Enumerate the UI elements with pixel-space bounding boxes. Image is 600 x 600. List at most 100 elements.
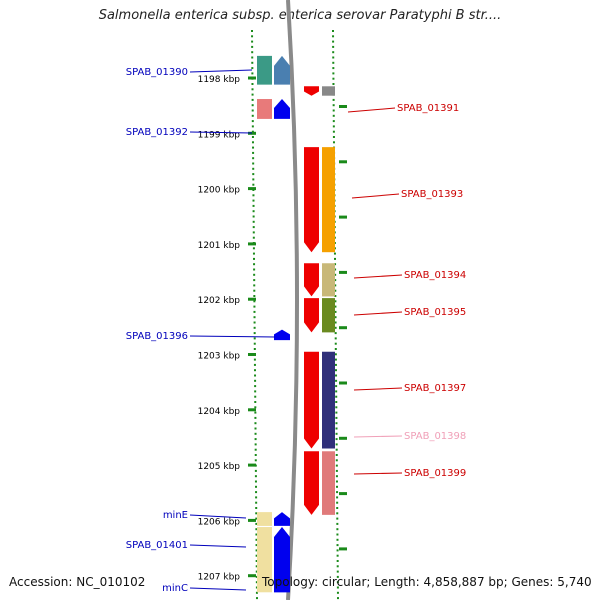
track-dot [254,401,257,403]
track-dot [332,72,335,75]
track-dot [255,528,258,531]
track-dot [255,538,258,541]
track-dot [335,438,338,441]
track-dot [255,575,258,578]
track-dot [255,544,258,547]
track-dot [255,560,258,562]
major-tick-right [339,270,347,274]
track-dot [253,316,256,319]
track-dot [251,83,254,85]
major-tick-left [248,187,256,191]
track-dot [251,93,254,96]
track-dot [255,597,258,600]
track-dot [334,316,337,319]
track-dot [336,565,339,568]
leader-line-SPAB_01390 [189,69,253,73]
leader-line-SPAB_01394 [353,274,403,279]
track-dot [336,501,339,504]
track-dot [332,67,335,70]
track-dot [253,289,256,292]
track-dot [255,517,258,520]
track-dot [253,310,256,313]
track-dot [334,348,337,350]
track-dot [253,279,256,282]
track-dot [255,586,258,589]
track-dot [334,257,337,260]
track-dot [255,565,258,568]
track-dot [335,475,338,478]
track-dot [252,210,255,213]
track-dot [254,416,257,419]
track-dot [255,554,258,557]
track-dot [251,125,254,128]
kbp-tick-label: 1199 kbp [198,130,241,140]
track-dot [334,300,337,303]
map-title: Salmonella enterica subsp. enterica sero… [98,8,502,23]
track-dot [336,533,339,536]
track-dot [335,416,338,419]
track-dot [253,300,256,303]
track-dot [334,326,337,329]
track-dot [251,40,254,43]
track-dot [334,353,337,356]
gene-label-SPAB_01396: SPAB_01396 [126,331,188,342]
cog-bar-SPAB_01392 [257,99,272,119]
major-tick-left [248,518,256,522]
gene-label-SPAB_01391: SPAB_01391 [397,103,459,114]
track-dot [253,321,256,324]
track-dot [251,104,254,107]
track-dot [253,348,256,350]
track-dot [336,517,339,520]
gene-label-SPAB_01394: SPAB_01394 [404,270,466,281]
gene-arrow-minE [274,512,290,526]
track-dot [253,363,256,366]
kbp-tick-label: 1207 kbp [198,573,241,583]
track-dot [336,586,339,589]
major-tick-right [339,492,347,496]
cog-bar-SPAB_01393 [322,147,335,253]
track-dot [334,289,337,292]
track-dot [252,247,255,250]
track-dot [335,469,338,472]
track-dot [334,305,337,308]
gene-arrow-SPAB_01397 [304,351,319,449]
gene-arrow-SPAB_01393 [304,147,319,253]
track-dot [336,522,339,525]
major-tick-right [339,436,347,440]
cog-bar-SPAB_01395 [322,298,335,333]
major-tick-left [248,242,256,246]
cog-bar-SPAB_01397 [322,351,335,449]
gene-label-minE: minE [163,510,188,521]
track-dot [336,528,339,531]
gene-arrow-SPAB_01394 [304,263,319,297]
track-dot [255,501,258,504]
track-dot [252,173,255,176]
track-dot [336,560,339,562]
track-dot [254,475,257,478]
track-dot [332,120,335,123]
major-tick-left [248,297,256,301]
gene-arrow-minC [274,589,290,593]
track-dot [253,295,256,297]
track-dot [253,326,256,329]
track-dot [335,374,338,377]
track-dot [334,295,337,297]
track-dot [332,40,335,43]
track-dot [253,332,256,335]
track-dot [251,130,254,133]
track-dot [254,469,257,472]
track-dot [336,597,339,600]
track-dot [254,374,257,377]
track-dot [332,30,334,32]
track-dot [333,252,336,255]
gene-label-SPAB_01397: SPAB_01397 [404,383,466,394]
track-dot [253,342,256,345]
cog-bar-SPAB_01390 [257,55,272,85]
track-dot [254,395,257,398]
leader-line-minC [189,587,247,591]
track-dot [335,411,338,414]
track-dot [332,125,335,128]
track-dot [255,496,258,499]
kbp-tick-label: 1200 kbp [198,186,241,196]
